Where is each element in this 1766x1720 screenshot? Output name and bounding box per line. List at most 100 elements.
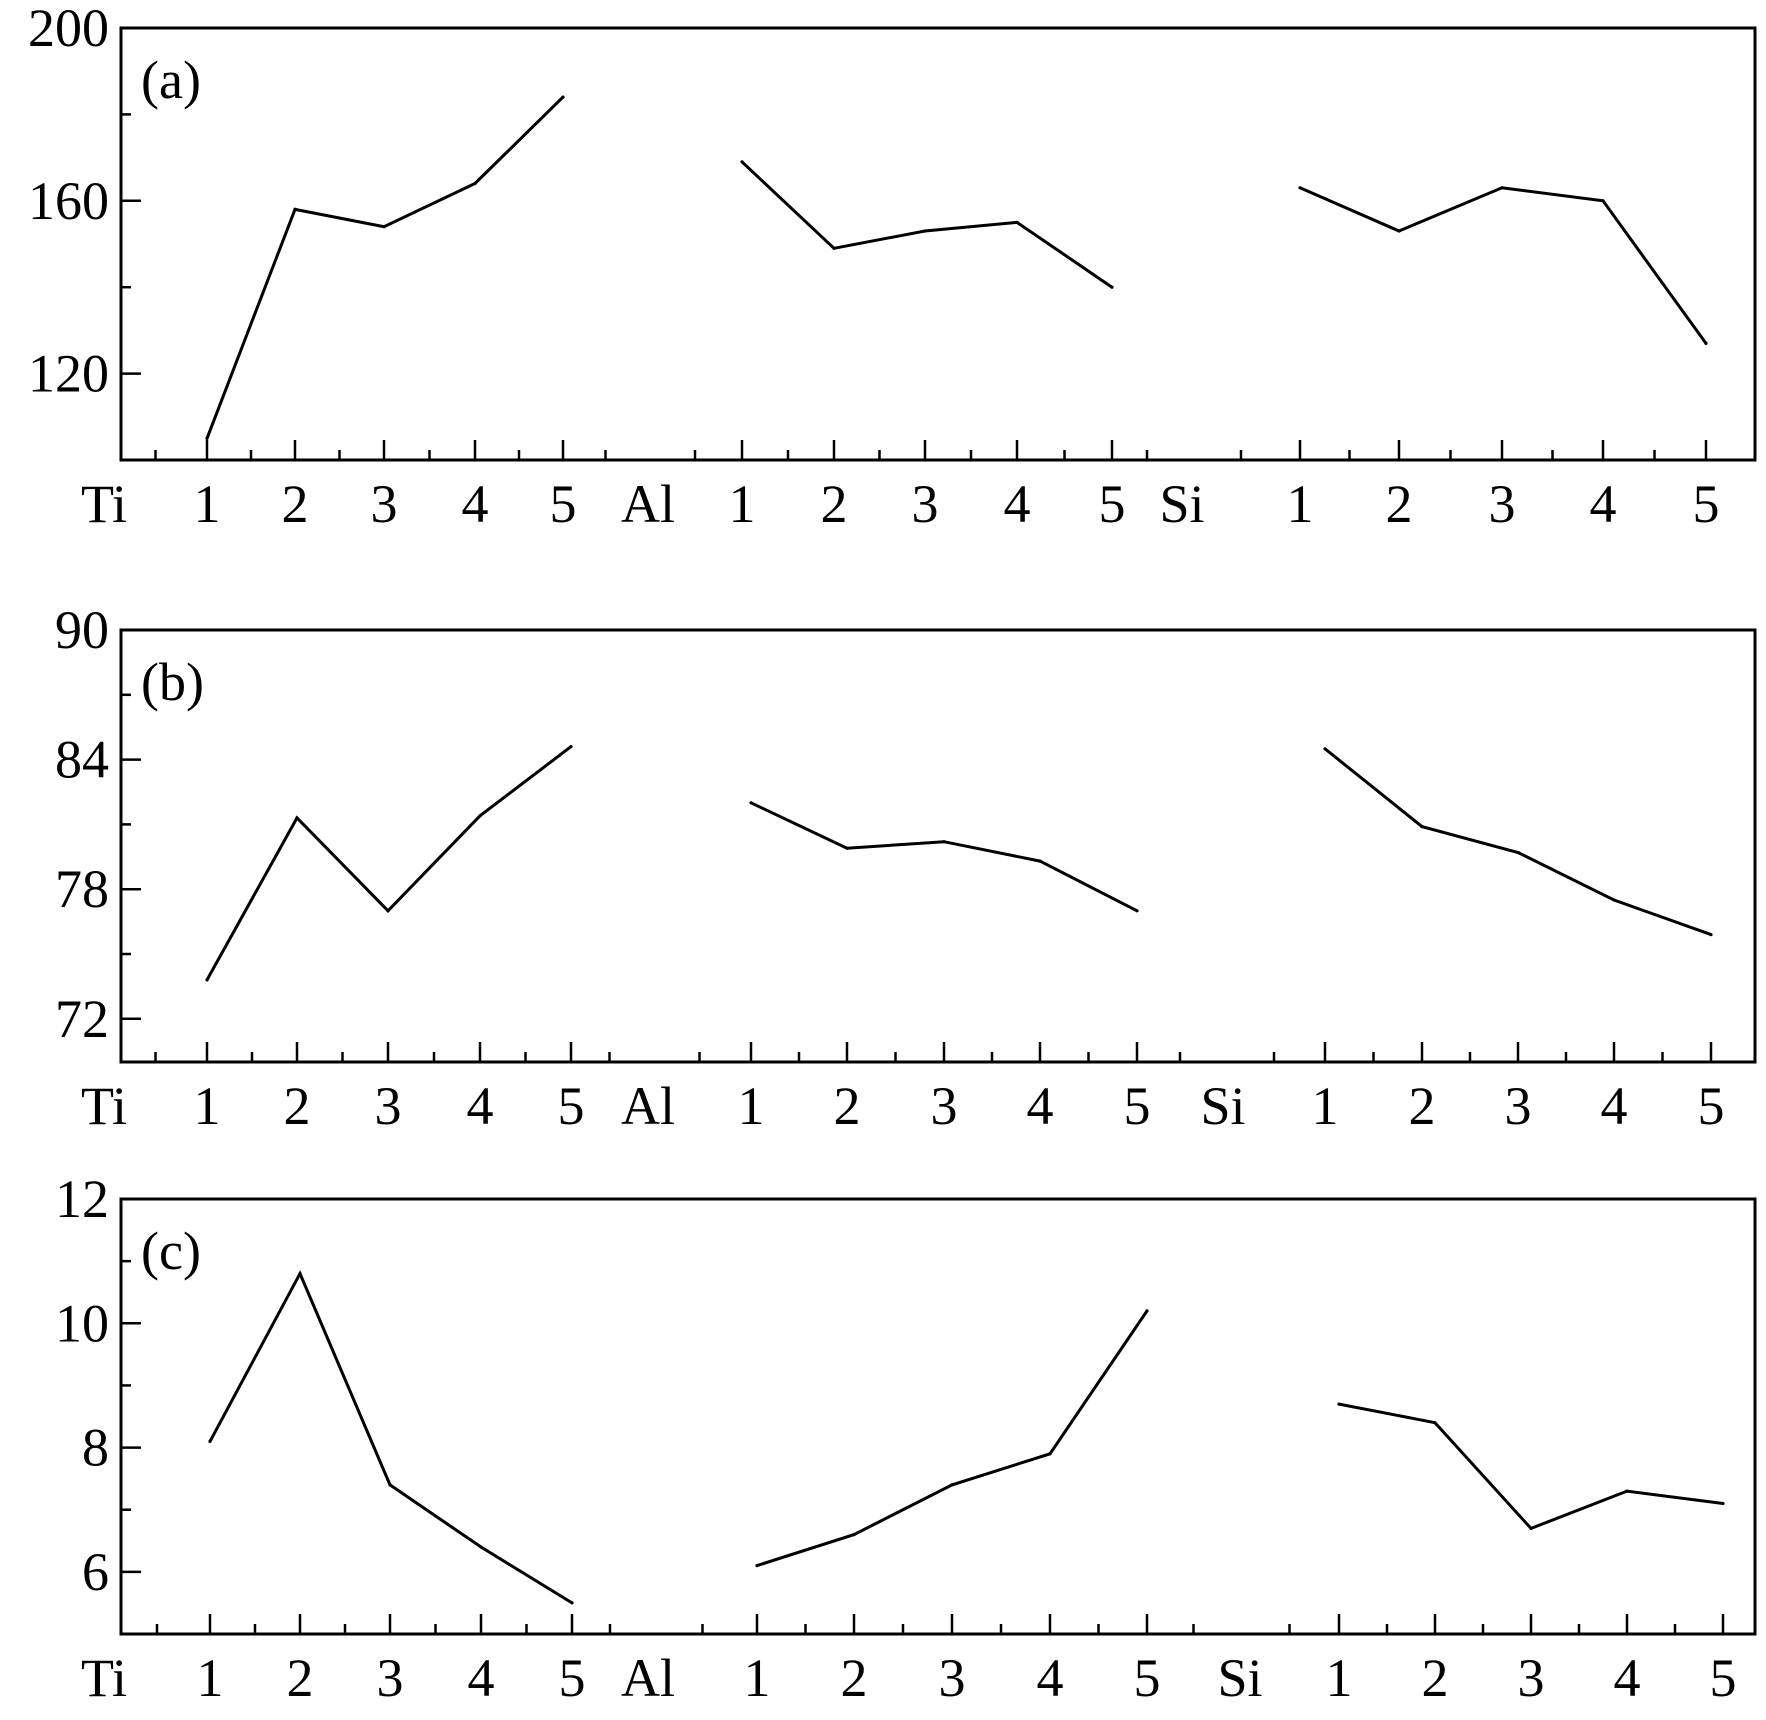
x-tick-label: 3	[939, 1648, 966, 1708]
group-label: Ti	[81, 1076, 127, 1136]
x-tick-label: 3	[931, 1076, 958, 1136]
x-tick-label: 1	[194, 1076, 221, 1136]
x-tick-label: 3	[912, 474, 939, 534]
data-point	[388, 1483, 392, 1487]
x-tick-label: 3	[371, 474, 398, 534]
x-tick-label: 2	[841, 1648, 868, 1708]
data-point	[1015, 220, 1019, 224]
y-tick-label: 6	[82, 1542, 109, 1602]
data-point	[832, 246, 836, 250]
data-point	[749, 801, 753, 805]
x-tick-label: 3	[1518, 1648, 1545, 1708]
data-point	[293, 207, 297, 211]
series-line-si	[1299, 186, 1708, 345]
data-point	[1110, 285, 1114, 289]
series-line-al	[756, 1310, 1149, 1568]
x-tick-label: 4	[1037, 1648, 1064, 1708]
data-point	[473, 181, 477, 186]
data-point	[1433, 1421, 1437, 1425]
y-tick-label: 10	[55, 1293, 109, 1353]
series-line-ti	[205, 745, 572, 981]
data-point	[298, 1272, 302, 1276]
x-tick-label: 4	[468, 1648, 495, 1708]
data-point	[478, 814, 482, 818]
data-point	[755, 1564, 759, 1568]
y-tick-label: 160	[28, 171, 109, 231]
data-point	[845, 846, 849, 850]
data-point	[386, 909, 390, 913]
data-point	[205, 436, 209, 440]
x-tick-label: 3	[377, 1648, 404, 1708]
x-tick-label: 5	[558, 1076, 585, 1136]
data-point	[1298, 186, 1302, 190]
group-label: Si	[1217, 1648, 1262, 1708]
y-tick-label: 200	[28, 0, 109, 58]
x-tick-label: 5	[1099, 474, 1126, 534]
x-tick-label: 2	[282, 474, 309, 534]
data-point	[942, 840, 946, 844]
x-tick-label: 3	[375, 1076, 402, 1136]
y-tick-label: 84	[55, 730, 109, 790]
x-tick-label: 3	[1505, 1076, 1532, 1136]
data-point	[852, 1533, 856, 1537]
x-tick-label: 1	[738, 1076, 765, 1136]
data-point	[950, 1483, 954, 1487]
x-tick-label: 4	[1614, 1648, 1641, 1708]
y-tick-label: 78	[55, 859, 109, 919]
data-point	[1709, 933, 1713, 937]
plot-frame	[119, 628, 1757, 1064]
y-tick-label: 90	[55, 600, 109, 660]
data-point	[1529, 1526, 1533, 1530]
x-tick-label: 1	[197, 1648, 224, 1708]
data-point	[295, 816, 299, 820]
data-point	[208, 1439, 212, 1443]
plot-frame	[119, 1197, 1757, 1636]
x-tick-label: 4	[462, 474, 489, 534]
data-point	[1323, 747, 1327, 751]
x-tick-label: 5	[1710, 1648, 1737, 1708]
group-label: Si	[1159, 474, 1204, 534]
group-label: Ti	[81, 1648, 127, 1708]
data-point	[740, 160, 744, 164]
data-point	[1048, 1452, 1052, 1456]
data-point	[1397, 229, 1401, 233]
data-point	[1601, 199, 1605, 203]
series-line-ti	[208, 1270, 573, 1605]
data-point	[1704, 341, 1708, 345]
x-tick-label: 4	[467, 1076, 494, 1136]
series-line-al	[750, 801, 1138, 913]
x-tick-label: 1	[1326, 1648, 1353, 1708]
series-line-ti	[205, 96, 565, 439]
x-tick-label: 5	[559, 1648, 586, 1708]
x-tick-label: 2	[287, 1648, 314, 1708]
y-tick-label: 8	[82, 1418, 109, 1478]
series-line-al	[740, 160, 1113, 289]
data-point	[569, 745, 573, 749]
x-tick-label: 2	[1422, 1648, 1449, 1708]
x-tick-label: 2	[284, 1076, 311, 1136]
group-label: Al	[621, 474, 675, 534]
x-tick-label: 4	[1601, 1076, 1628, 1136]
data-point	[1420, 825, 1424, 829]
panel-label: (b)	[141, 652, 204, 712]
data-point	[1516, 850, 1520, 855]
data-point	[1721, 1501, 1725, 1506]
data-point	[382, 225, 386, 229]
x-tick-label: 1	[744, 1648, 771, 1708]
data-point	[561, 95, 565, 99]
series-line-si	[1338, 1402, 1724, 1531]
x-tick-label: 4	[1027, 1076, 1054, 1136]
y-tick-label: 72	[55, 989, 109, 1049]
x-tick-label: 4	[1590, 474, 1617, 534]
x-tick-label: 5	[1698, 1076, 1725, 1136]
x-tick-label: 5	[1134, 1648, 1161, 1708]
series-line-si	[1324, 747, 1712, 937]
data-point	[923, 229, 927, 233]
data-point	[570, 1601, 574, 1605]
data-point	[1500, 186, 1504, 190]
x-tick-label: 5	[1693, 474, 1720, 534]
x-tick-label: 1	[1287, 474, 1314, 534]
x-tick-label: 5	[1124, 1076, 1151, 1136]
data-point	[1337, 1402, 1341, 1406]
